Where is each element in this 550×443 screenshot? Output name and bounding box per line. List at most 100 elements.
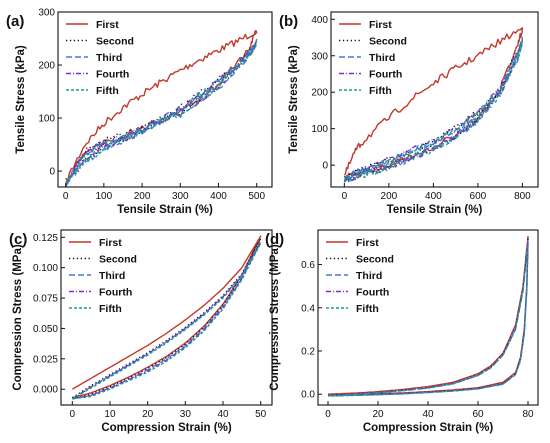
plot-frame xyxy=(330,11,539,188)
y-tick-label: 0.000 xyxy=(33,385,58,396)
panel-c: 0 10 20 30 40 50 0.000 0.025 0.050 0.075 0.100 0.12… xyxy=(9,229,273,434)
panel-label: (d) xyxy=(265,231,284,248)
x-tick-label: 50 xyxy=(255,409,267,420)
series-line-second xyxy=(344,37,524,182)
y-tick-label: 200 xyxy=(38,61,55,72)
legend-label-fifth: Fifth xyxy=(369,85,392,97)
x-axis-title: Tensile Strain (%) xyxy=(117,204,213,216)
y-tick-label: 0.4 xyxy=(301,303,315,314)
x-tick-label: 20 xyxy=(372,409,384,420)
legend-label-third: Third xyxy=(96,52,122,64)
y-tick-label: 100 xyxy=(38,114,55,125)
legend-label-fifth: Fifth xyxy=(356,303,379,315)
series-line-fifth xyxy=(343,38,524,183)
series-line-second xyxy=(65,41,258,187)
x-tick-label: 500 xyxy=(248,191,265,202)
series-line-fourth xyxy=(327,242,529,397)
y-axis-title: Compression Stress (MPa) xyxy=(12,244,24,391)
y-tick-label: 0.125 xyxy=(33,233,58,244)
series-line-second xyxy=(71,237,262,400)
series-group xyxy=(65,30,258,187)
legend-label-first: First xyxy=(96,19,119,31)
x-tick-label: 600 xyxy=(470,191,487,202)
legend-label-first: First xyxy=(356,237,379,249)
legend-label-second: Second xyxy=(369,36,407,48)
x-axis-title: Compression Strain (%) xyxy=(101,422,232,434)
x-tick-label: 200 xyxy=(381,191,398,202)
y-tick-label: 200 xyxy=(311,88,328,99)
x-tick-label: 60 xyxy=(472,409,484,420)
y-tick-label: 0.075 xyxy=(33,294,58,305)
series-line-first xyxy=(327,235,529,396)
x-tick-label: 80 xyxy=(522,409,534,420)
y-tick-label: 0.050 xyxy=(33,324,58,335)
panel-label: (b) xyxy=(279,13,298,30)
legend-label-third: Third xyxy=(99,270,125,282)
series-line-first xyxy=(343,27,524,180)
x-tick-label: 200 xyxy=(134,191,151,202)
panel-d: 0 20 40 60 80 0.0 0.2 0.4 0.6 Compression Strain … xyxy=(265,229,539,434)
x-tick-label: 40 xyxy=(422,409,434,420)
legend-label-fifth: Fifth xyxy=(99,303,122,315)
series-line-third xyxy=(65,38,258,187)
x-tick-label: 30 xyxy=(180,409,192,420)
y-tick-label: 0 xyxy=(49,167,55,178)
panel-label: (c) xyxy=(9,231,27,248)
panel-b: 0 200 400 600 800 0 100 200 300 400 Tensile Strain… xyxy=(279,11,539,216)
legend-label-second: Second xyxy=(99,254,137,266)
legend-label-first: First xyxy=(99,237,122,249)
legend-label-third: Third xyxy=(356,270,382,282)
x-tick-label: 0 xyxy=(70,409,76,420)
legend-label-third: Third xyxy=(369,52,395,64)
panel-a: 0 100 200 300 400 500 0 100 200 300 Tensile Strain… xyxy=(6,8,273,216)
series-group xyxy=(71,235,262,400)
y-tick-label: 0.100 xyxy=(33,263,58,274)
y-tick-label: 0.2 xyxy=(301,346,315,357)
y-axis-title: Compression Stress (MPa) xyxy=(269,244,281,391)
series-group xyxy=(327,235,529,397)
x-tick-label: 10 xyxy=(104,409,116,420)
x-axis-title: Tensile Strain (%) xyxy=(387,204,483,216)
legend-label-fourth: Fourth xyxy=(99,287,132,299)
x-tick-label: 400 xyxy=(210,191,227,202)
y-tick-label: 0.025 xyxy=(33,354,58,365)
legend-label-fifth: Fifth xyxy=(96,85,119,97)
series-line-fifth xyxy=(71,242,262,400)
y-tick-label: 100 xyxy=(311,124,328,135)
y-tick-label: 0.0 xyxy=(301,390,315,401)
legend-label-second: Second xyxy=(356,254,394,266)
series-group xyxy=(343,27,524,183)
x-tick-label: 0 xyxy=(342,191,348,202)
legend-label-first: First xyxy=(369,19,392,31)
legend: First Second Third Fourth Fifth xyxy=(66,19,134,97)
x-tick-label: 400 xyxy=(425,191,442,202)
series-line-fourth xyxy=(343,41,524,182)
series-line-fifth xyxy=(65,40,258,185)
y-tick-label: 300 xyxy=(38,8,55,19)
x-tick-label: 40 xyxy=(217,409,229,420)
legend: First Second Third Fourth Fifth xyxy=(339,19,407,97)
legend: First Second Third Fourth Fifth xyxy=(326,237,394,315)
plot-frame xyxy=(60,229,273,406)
x-tick-label: 0 xyxy=(63,191,69,202)
x-tick-label: 20 xyxy=(142,409,154,420)
series-line-fourth xyxy=(65,43,258,187)
legend: First Second Third Fourth Fifth xyxy=(69,237,137,315)
series-line-first xyxy=(65,30,258,183)
x-tick-label: 0 xyxy=(325,409,331,420)
y-axis-title: Tensile Stress (kPa) xyxy=(288,45,300,154)
x-tick-label: 800 xyxy=(514,191,531,202)
panel-label: (a) xyxy=(6,13,24,30)
plot-frame xyxy=(57,11,273,188)
y-tick-label: 300 xyxy=(311,51,328,62)
plot-frame xyxy=(317,229,539,406)
series-line-fourth xyxy=(71,241,262,400)
series-line-first xyxy=(71,235,262,399)
legend-label-fourth: Fourth xyxy=(369,69,402,81)
y-axis-title: Tensile Stress (kPa) xyxy=(15,45,27,154)
y-tick-label: 400 xyxy=(311,15,328,26)
y-tick-label: 0 xyxy=(322,161,328,172)
x-tick-label: 100 xyxy=(96,191,113,202)
y-tick-label: 0.6 xyxy=(301,260,315,271)
